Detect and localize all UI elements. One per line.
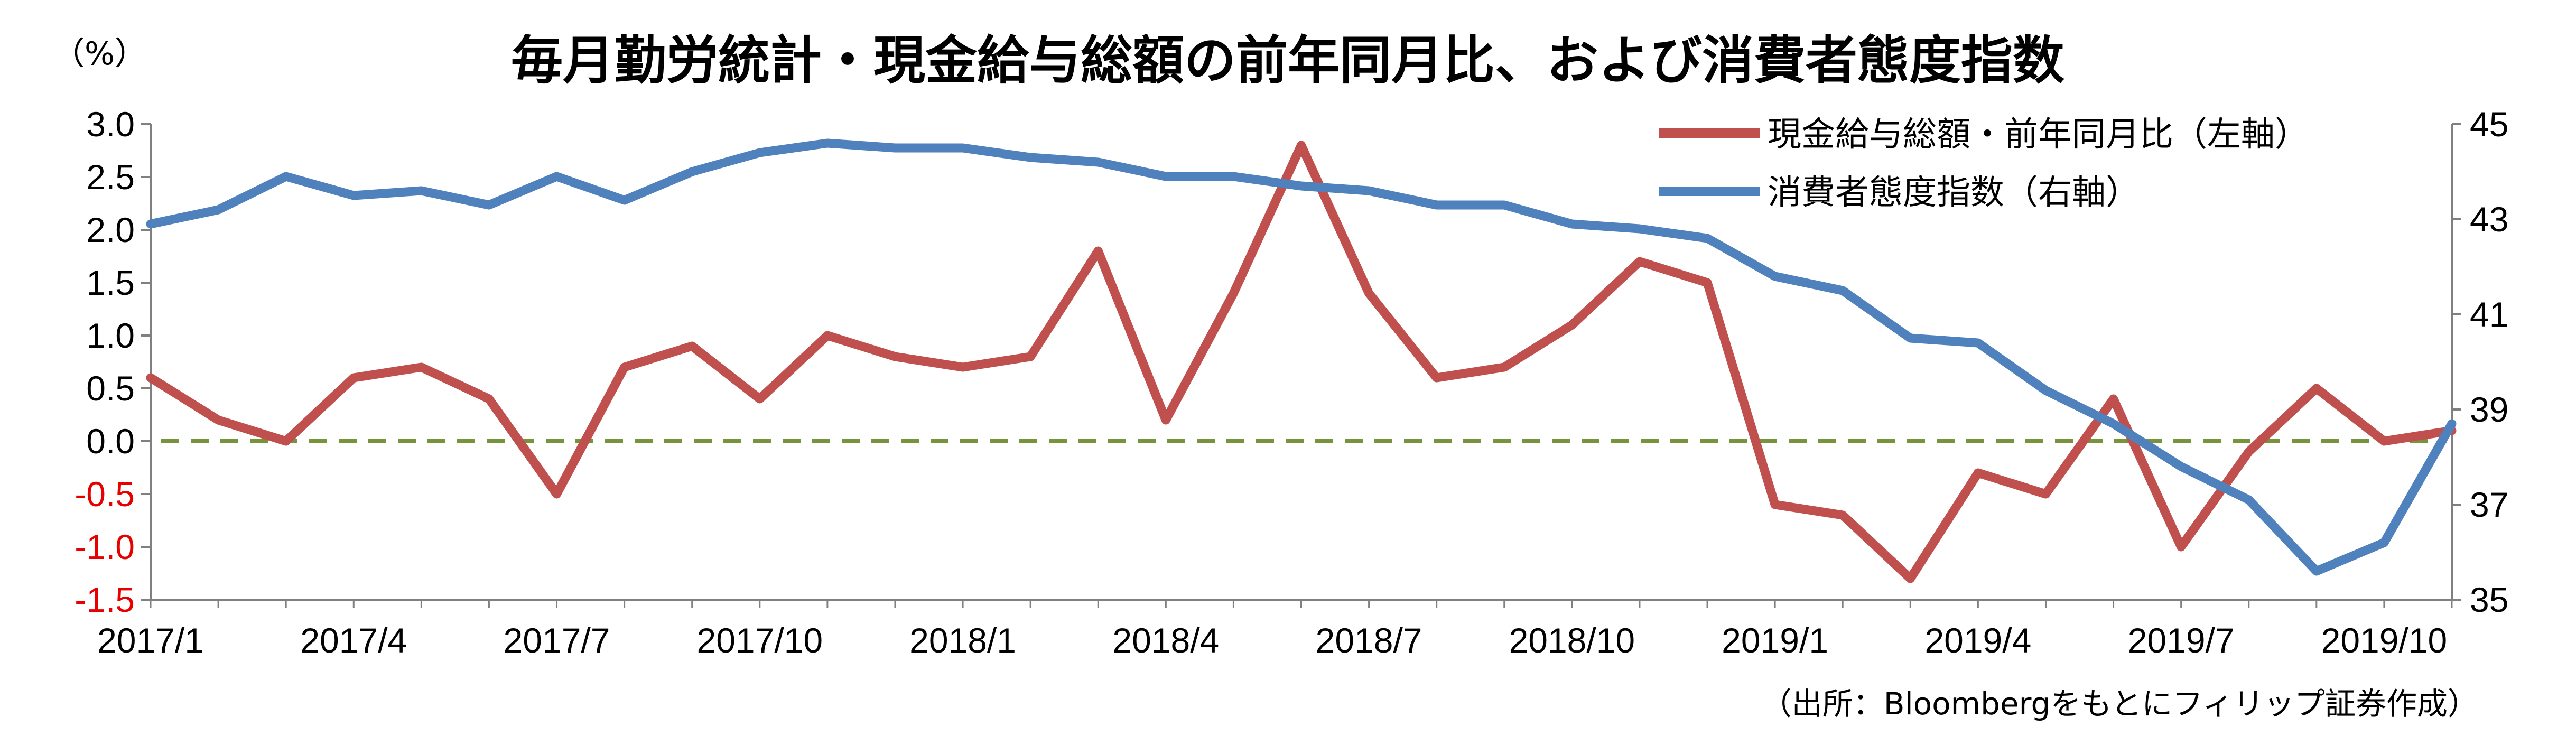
right-tick-label: 35: [2470, 580, 2508, 619]
x-tick-label: 2018/10: [1509, 621, 1635, 660]
left-tick-label: 1.5: [86, 263, 135, 302]
left-tick-label: 0.0: [86, 422, 135, 461]
legend: 現金給与総額・前年同月比（左軸） 消費者態度指数（右軸）: [1659, 115, 2309, 212]
right-tick-label: 43: [2470, 200, 2508, 239]
left-tick-label: -1.0: [75, 527, 135, 566]
left-tick-label: -0.5: [75, 474, 135, 514]
legend-label-confidence: 消費者態度指数（右軸）: [1768, 173, 2140, 212]
x-tick-label: 2017/4: [300, 621, 407, 660]
right-tick-label: 39: [2470, 390, 2508, 429]
left-tick-label: 3.0: [86, 105, 135, 144]
x-tick-label: 2018/1: [909, 621, 1016, 660]
x-tick-label: 2019/1: [1722, 621, 1828, 660]
left-tick-label: -1.5: [75, 580, 135, 619]
left-tick-label: 0.5: [86, 369, 135, 408]
x-tick-label: 2017/1: [97, 621, 204, 660]
x-tick-label: 2017/10: [697, 621, 823, 660]
left-axis-unit: （%）: [53, 35, 146, 72]
legend-label-wages: 現金給与総額・前年同月比（左軸）: [1768, 115, 2309, 154]
series-group: [146, 138, 2457, 583]
left-tick-label: 2.5: [86, 157, 135, 197]
x-tick-label: 2018/7: [1316, 621, 1422, 660]
x-tick-label: 2019/4: [1924, 621, 2031, 660]
right-tick-label: 41: [2470, 295, 2508, 334]
right-tick-label: 45: [2470, 105, 2508, 144]
axes: 3.0 2.5 2.0 1.5 1.0 0.5 0.0 -0.5 -1.0 -1.5 45 43 41 3…: [75, 105, 2508, 660]
x-tick-label: 2017/7: [504, 621, 610, 660]
x-tick-label: 2019/10: [2321, 621, 2448, 660]
left-tick-label: 1.0: [86, 316, 135, 355]
right-tick-label: 37: [2470, 485, 2508, 524]
source-note: （出所：Bloombergをもとにフィリップ証券作成）: [1761, 686, 2478, 722]
series-line-confidence: [146, 138, 2457, 576]
x-tick-label: 2019/7: [2128, 621, 2235, 660]
left-tick-label: 2.0: [86, 210, 135, 249]
x-tick-label: 2018/4: [1112, 621, 1219, 660]
series-line-wages: [146, 141, 2457, 583]
chart-title: 毎月勤労統計・現金給与総額の前年同月比、および消費者態度指数: [511, 31, 2064, 91]
